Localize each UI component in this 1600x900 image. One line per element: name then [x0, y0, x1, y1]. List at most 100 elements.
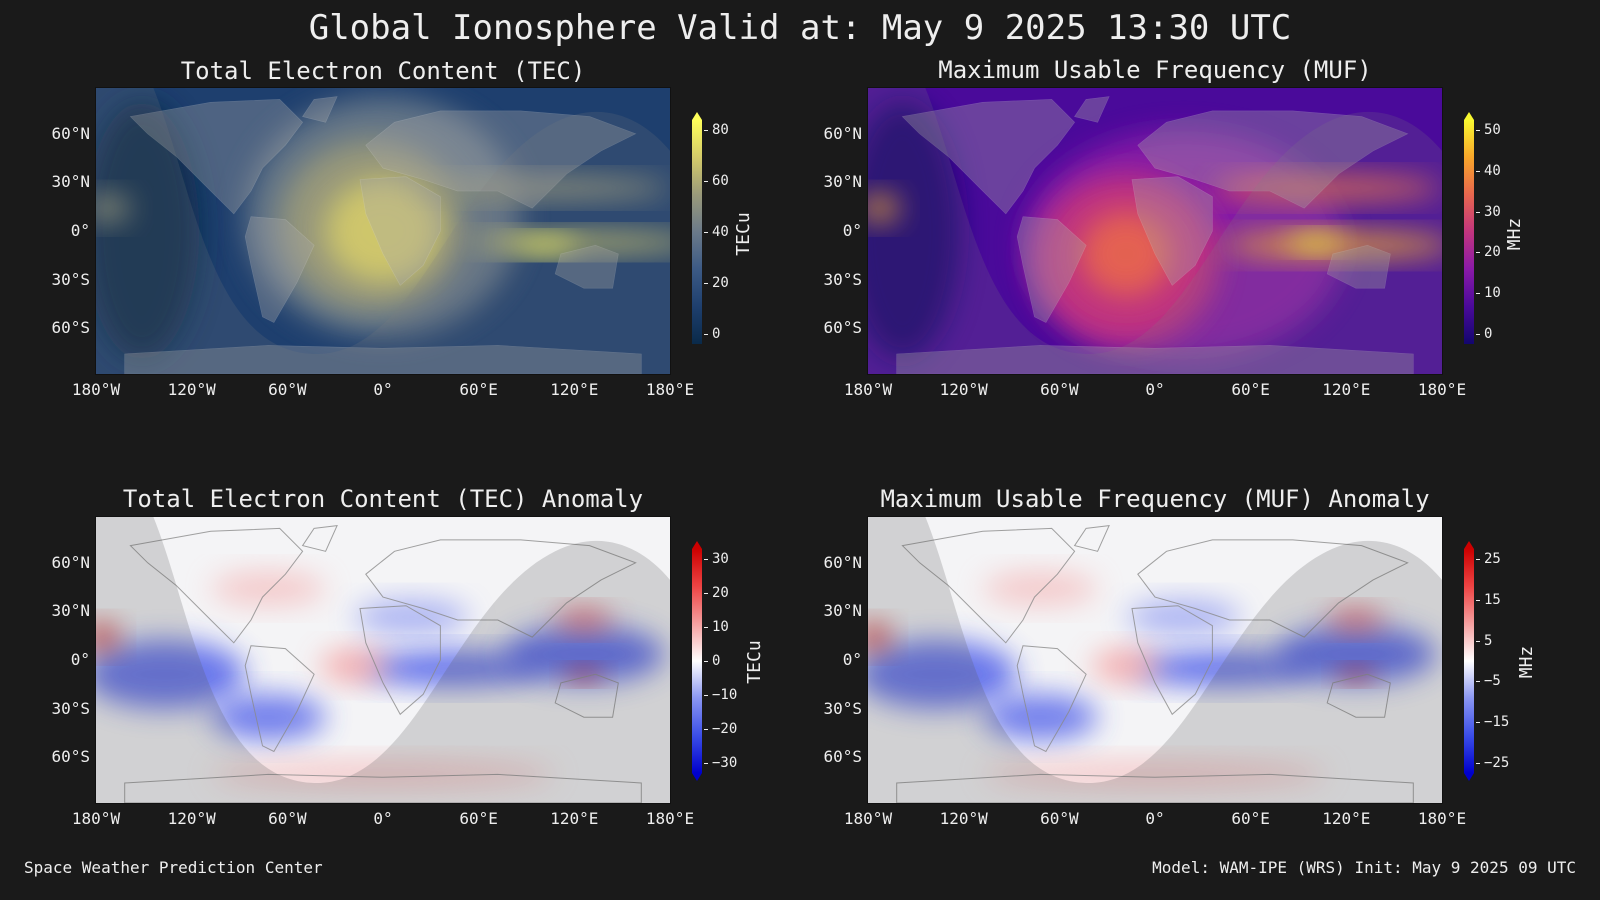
lon-tick-label: 60°W — [268, 380, 307, 399]
night-shading — [868, 88, 1442, 374]
lat-tick-label: 30°N — [823, 601, 862, 621]
lat-tick-label: 30°N — [823, 172, 862, 192]
colorbar-tick-label: −25 — [1484, 755, 1510, 771]
colorbar-extend-top — [1464, 112, 1474, 120]
colorbar-tick-label: −20 — [712, 721, 738, 737]
continent-outline — [1137, 110, 1409, 209]
panel-title-muf-anomaly: Maximum Usable Frequency (MUF) Anomaly — [880, 485, 1430, 513]
lon-tick-label: 60°E — [1231, 809, 1270, 828]
colorbar-tick-label: 25 — [1484, 551, 1501, 567]
lat-tick-label: 0° — [70, 650, 90, 669]
colorbar-gradient — [692, 120, 702, 344]
colorbar-tickmark — [704, 627, 708, 628]
colorbar-tickmark — [704, 334, 708, 335]
colorbar-extend-top — [692, 541, 702, 549]
colorbar-tick-label: 10 — [712, 619, 729, 635]
colorbar-tick-label: 40 — [712, 224, 729, 240]
tec-colorbar: 80 60 40 20 0 — [692, 112, 729, 344]
colorbar-tick-label: 40 — [1484, 162, 1501, 179]
night-shading — [96, 88, 670, 374]
continent-outline — [896, 345, 1414, 374]
muf-map[interactable] — [867, 87, 1443, 375]
lat-tick-label: 0° — [842, 650, 862, 669]
colorbar-gradient — [692, 549, 702, 773]
lon-tick-label: 180°W — [71, 380, 121, 399]
colorbar-tick-label: −30 — [712, 755, 738, 771]
lon-tick-label: 0° — [1145, 809, 1165, 828]
footer-model-info: Model: WAM-IPE (WRS) Init: May 9 2025 09… — [1152, 858, 1576, 877]
colorbar-tickmark — [704, 130, 708, 131]
colorbar-tick-label: −5 — [1484, 673, 1501, 690]
colorbar-tickmark — [1476, 599, 1480, 601]
continent-outline — [244, 645, 315, 753]
lon-tick-label: 180°W — [843, 809, 893, 828]
colorbar-tick-label: 5 — [1484, 632, 1493, 649]
panel-title-tec-anomaly: Total Electron Content (TEC) Anomaly — [122, 485, 644, 513]
tec-anomaly-map[interactable] — [95, 516, 671, 804]
colorbar-tickmark — [704, 661, 708, 662]
continent-outline — [359, 605, 441, 716]
lat-tick-label: 60°S — [823, 318, 862, 338]
colorbar-tick-label: 60 — [712, 173, 729, 189]
colorbar-tick-label: −10 — [712, 687, 738, 703]
colorbar-tick-label: 0 — [712, 326, 721, 342]
lat-tick-label: 60°N — [51, 552, 90, 572]
continent-outline — [896, 773, 1414, 803]
lon-tick-label: 180°W — [843, 380, 893, 399]
main-title: Global Ionosphere Valid at: May 9 2025 1… — [308, 8, 1292, 48]
lat-tick-label: 30°N — [51, 601, 90, 621]
continent-outline — [901, 99, 1075, 215]
footer-agency: Space Weather Prediction Center — [24, 858, 323, 877]
muf-colorbar-label: MHz — [1504, 217, 1525, 251]
colorbar-tickmark — [1476, 763, 1480, 764]
lon-tick-label: 60°E — [459, 380, 498, 399]
continent-outline — [1326, 673, 1391, 718]
lat-tick-label: 60°N — [823, 123, 862, 143]
lat-tick-label: 60°S — [823, 747, 862, 767]
colorbar-tickmark — [704, 763, 708, 764]
colorbar-tickmark — [1476, 293, 1480, 295]
night-shading — [868, 517, 1442, 803]
colorbar-extend-bottom — [692, 773, 702, 781]
muf-anomaly-map[interactable] — [867, 516, 1443, 804]
continent-outline — [1137, 539, 1409, 638]
continent-outline — [124, 345, 642, 374]
colorbar-tickmark — [704, 729, 708, 730]
lat-tick-label: 0° — [70, 221, 90, 240]
colorbar-tickmark — [1476, 334, 1480, 335]
tec-anomaly-colorbar: 30 20 10 0 −10 −20 −30 — [692, 541, 737, 781]
colorbar-extend-top — [692, 112, 702, 120]
colorbar-tick-label: 50 — [1484, 122, 1501, 138]
colorbar-tickmark — [1476, 681, 1480, 683]
colorbar-tick-label: 20 — [712, 585, 729, 601]
colorbar-tickmark — [704, 232, 708, 233]
lat-tick-label: 60°N — [51, 123, 90, 143]
lat-tick-label: 30°S — [823, 269, 862, 289]
lon-tick-label: 180°E — [645, 809, 695, 828]
continent-outline — [1131, 605, 1213, 716]
colorbar-tickmark — [704, 283, 708, 284]
lon-tick-label: 60°W — [1040, 809, 1079, 828]
tec-anomaly-colorbar-label: TECu — [744, 640, 765, 684]
colorbar-tickmark — [704, 181, 708, 182]
colorbar-tick-label: 30 — [1484, 203, 1501, 220]
colorbar-gradient — [1464, 549, 1474, 773]
continent-outline — [129, 99, 303, 215]
colorbar-tickmark — [1476, 559, 1480, 560]
tec-colorbar-label: TECu — [733, 212, 754, 256]
colorbar-tickmark — [1476, 722, 1480, 724]
continent-outline — [554, 673, 619, 718]
lon-tick-label: 120°E — [550, 809, 599, 828]
lat-tick-label: 60°N — [823, 552, 862, 572]
tec-map[interactable] — [95, 87, 671, 375]
lon-tick-label: 120°W — [167, 380, 216, 399]
lon-tick-label: 60°W — [268, 809, 307, 828]
lon-tick-label: 180°W — [71, 809, 121, 828]
colorbar-tick-label: 20 — [712, 275, 729, 291]
lat-tick-label: 60°S — [51, 747, 90, 767]
muf-colorbar: 50 40 30 20 10 0 — [1464, 112, 1501, 344]
colorbar-tickmark — [704, 593, 708, 594]
colorbar-tick-label: 0 — [1484, 326, 1493, 342]
lon-tick-label: 180°E — [1417, 380, 1467, 399]
colorbar-tickmark — [1476, 640, 1480, 642]
